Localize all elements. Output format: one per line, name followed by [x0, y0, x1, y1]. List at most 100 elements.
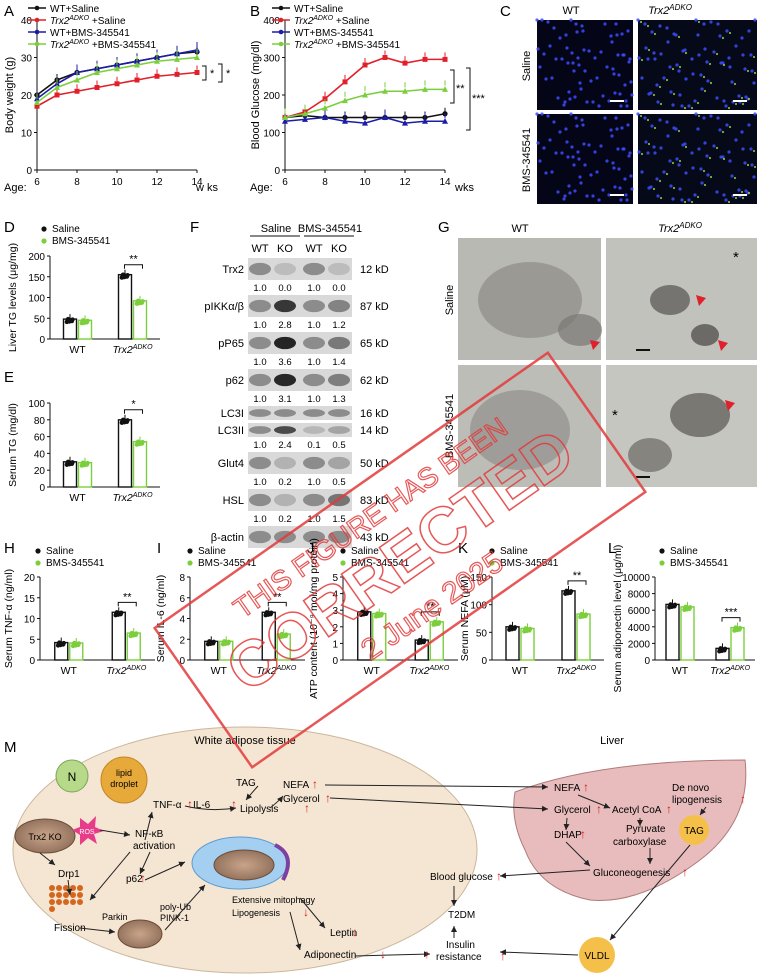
data-point: [54, 92, 60, 98]
panel-b-ylabel: Blood Glucose (mg/dl): [250, 41, 262, 150]
signal-dot: [672, 186, 676, 190]
legend-marker: [187, 548, 193, 554]
nucleus-dot: [715, 96, 719, 100]
acetyl-coa-label: Acetyl CoA: [612, 805, 662, 816]
nucleus-dot: [680, 198, 684, 202]
data-point: [154, 58, 160, 64]
nucleus-dot: [712, 50, 716, 54]
signal-dot: [741, 102, 745, 106]
y-tick-label: 4000: [628, 623, 651, 634]
em-mitochondrion: [558, 314, 602, 346]
signal-dot: [740, 96, 744, 100]
panel-b-x-unit: wks: [454, 182, 474, 194]
y-axis-label: ATP content (10⁻⁹ mol/mg protein): [308, 538, 320, 699]
blot-quant-value: 1.2: [332, 320, 345, 331]
data-point: [527, 626, 533, 632]
nucleus-dot: [637, 150, 641, 154]
blot-band: [249, 493, 271, 507]
nucleus-dot: [610, 134, 614, 138]
data-point: [279, 631, 285, 637]
group-label: WT: [61, 665, 78, 677]
blot-band: [303, 426, 325, 434]
blot-kd-label: 16 kD: [360, 408, 389, 420]
data-point: [76, 641, 81, 646]
signal-dot: [640, 152, 644, 156]
lipid-droplet: [100, 756, 148, 804]
liver-shape: [513, 759, 747, 901]
data-point: [687, 605, 693, 610]
nucleus-dot: [671, 103, 675, 107]
sig-bracket: [267, 601, 287, 607]
y-tick-label: 40: [34, 449, 46, 460]
up-down-indicators: ↑ ↑↑↑↑↑↑↑ ↑↑↑↑↑↑ ↑↓↓↓: [140, 777, 746, 963]
adiponectin-label: Adiponectin: [304, 950, 356, 961]
data-point: [379, 611, 384, 617]
nucleus-dot: [730, 174, 734, 178]
down-indicator: ↓: [352, 925, 358, 939]
nucleus-dot: [622, 147, 626, 151]
signal-dot: [733, 176, 737, 180]
legend-marker: [278, 17, 284, 23]
nucleus-dot: [536, 141, 540, 145]
data-point: [140, 299, 145, 304]
legend-marker: [278, 5, 284, 11]
data-point: [322, 114, 328, 120]
blot-quant-value: 0.5: [332, 477, 345, 488]
nucleus-dot: [552, 120, 556, 124]
up-indicator: ↑: [304, 801, 310, 815]
nucleus-dot: [636, 112, 640, 116]
blot-band: [328, 373, 350, 387]
nucleus-dot: [542, 146, 546, 150]
nucleus-dot: [579, 87, 583, 91]
nucleus-dot: [616, 53, 620, 57]
panel-d: D 0 50 100 150 200 Liver TG levels (μg/mg) WT T…: [4, 219, 160, 356]
blot-band: [274, 409, 296, 417]
nucleus-dot: [672, 32, 676, 36]
nucleus-dot: [607, 193, 611, 197]
legend-label: BMS-345541: [52, 236, 111, 247]
blot-quant-value: 1.0: [307, 320, 320, 331]
nucleus-dot: [579, 181, 583, 185]
signal-dot: [697, 20, 701, 24]
group-label: Trx2ADKO: [256, 665, 297, 677]
blot-band: [328, 336, 350, 350]
data-point: [508, 624, 513, 629]
blot-protein-label: HSL: [223, 495, 244, 507]
nucleus-dot: [554, 151, 558, 155]
fission-fragment: [77, 885, 83, 891]
watermark-border: [152, 350, 648, 770]
panel-a-sig-1: *: [210, 68, 215, 80]
data-point: [362, 119, 368, 126]
up-indicator: ↑: [496, 869, 502, 883]
data-point: [302, 110, 308, 117]
nucleus-dot: [718, 128, 722, 132]
nucleus-dot: [671, 197, 675, 201]
signal-dot: [640, 58, 644, 62]
legend-marker: [34, 5, 40, 11]
nucleus-dot: [647, 92, 651, 96]
nucleus-dot: [647, 186, 651, 190]
data-point: [135, 298, 141, 304]
lipid-droplet-label-2: droplet: [110, 779, 138, 789]
nucleus-dot: [725, 123, 729, 127]
signal-dot: [702, 75, 706, 79]
blot-strip: [248, 526, 352, 548]
blot-strip: [248, 423, 352, 437]
blot-lane-label: KO: [277, 243, 293, 255]
nucleus-dot: [709, 20, 713, 24]
nucleus-dot: [580, 118, 584, 122]
nucleus-dot: [614, 22, 618, 26]
nucleus-dot: [637, 56, 641, 60]
nucleus-dot: [628, 151, 632, 155]
signal-dot: [697, 114, 701, 118]
y-tick-label: 8000: [628, 590, 651, 601]
signal-dot: [752, 149, 756, 153]
nucleus-dot: [716, 116, 720, 120]
signal-dot: [746, 69, 750, 73]
signal-dot: [639, 20, 643, 24]
blot-strip: [248, 258, 352, 280]
blot-quant-value: 1.5: [332, 514, 345, 525]
nucleus-dot: [567, 184, 571, 188]
panel-letter-h: H: [4, 540, 15, 557]
signal-dot: [665, 172, 669, 176]
